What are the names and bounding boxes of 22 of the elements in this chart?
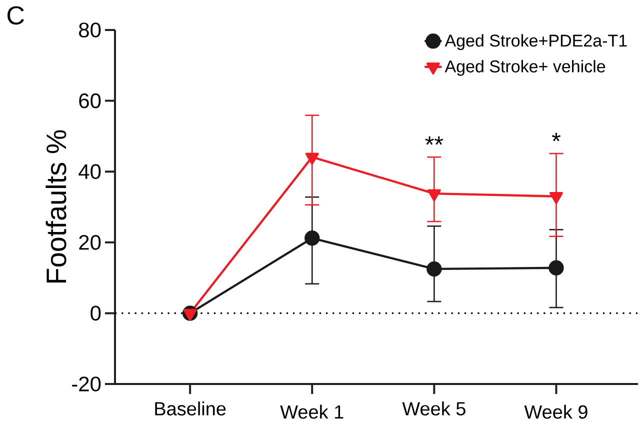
y-tick-label: 20	[79, 234, 101, 250]
text: C	[8, 6, 24, 25]
annotation: **	[425, 136, 444, 145]
x-tick-label: Week 9	[524, 404, 588, 419]
y-tick-label: 0	[90, 306, 101, 321]
annotation: *	[552, 132, 561, 142]
point	[305, 152, 319, 165]
point	[550, 192, 563, 204]
point	[548, 260, 564, 276]
y-tick-label: 40	[78, 164, 101, 180]
point	[427, 189, 441, 202]
point	[426, 261, 442, 277]
y-axis-title: Footfaults %	[46, 130, 66, 283]
y-tick-label: 60	[79, 93, 101, 108]
x-tick-label: Week 5	[402, 402, 466, 416]
x-tick-label: Week 1	[280, 404, 344, 419]
legend-label: Aged Stroke+ vehicle	[444, 60, 606, 76]
point	[304, 230, 320, 246]
x-tick-label: Baseline	[155, 402, 226, 416]
y-tick-label: -20	[72, 376, 101, 392]
legend-label: Aged Stroke+PDE2a-T1	[444, 34, 627, 50]
y-tick-label: 80	[79, 22, 101, 38]
